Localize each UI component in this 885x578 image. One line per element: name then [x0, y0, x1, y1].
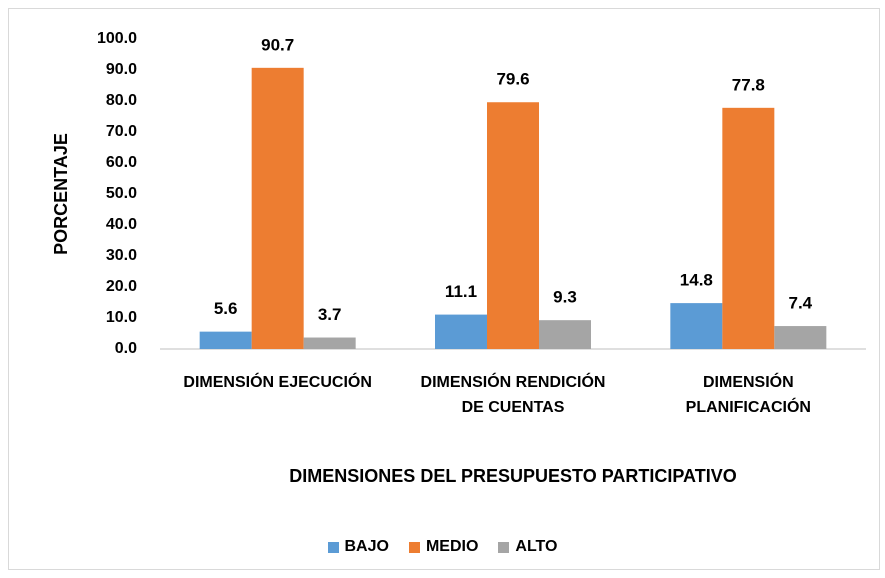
bar	[199, 331, 252, 349]
legend-swatch	[408, 541, 420, 553]
x-tick-label: DIMENSIÓN PLANIFICACIÓN	[685, 374, 811, 416]
x-tick-label: DIMENSIÓN EJECUCIÓN	[183, 374, 372, 391]
value-label: 7.4	[789, 294, 813, 313]
legend-label: MEDIO	[425, 538, 479, 555]
bar	[435, 314, 487, 349]
y-tick-label: 50.0	[106, 185, 137, 202]
legend-label: ALTO	[515, 538, 558, 555]
value-label: 3.7	[318, 305, 342, 324]
bar	[722, 107, 775, 349]
y-tick-label: 70.0	[106, 123, 137, 140]
y-tick-label: 90.0	[106, 61, 137, 78]
x-axis-title: DIMENSIONES DEL PRESUPUESTO PARTICIPATIV…	[289, 466, 736, 486]
y-tick-label: 20.0	[106, 278, 137, 295]
bar	[251, 67, 304, 349]
legend-label: BAJO	[344, 538, 389, 555]
bar	[303, 337, 356, 349]
bar	[774, 326, 827, 349]
y-tick-label: 30.0	[106, 247, 137, 264]
legend-swatch	[327, 541, 339, 553]
legend-item: BAJO	[327, 538, 389, 556]
bar	[539, 320, 591, 349]
legend-item: MEDIO	[408, 538, 479, 556]
value-label: 14.8	[680, 271, 713, 290]
legend: BAJO MEDIO ALTO	[0, 538, 885, 556]
value-label: 11.1	[445, 282, 477, 301]
y-tick-label: 40.0	[106, 216, 137, 233]
y-tick-label: 80.0	[106, 92, 137, 109]
legend-item: ALTO	[498, 538, 557, 556]
bar	[670, 303, 723, 349]
value-label: 90.7	[261, 35, 294, 54]
bar	[487, 102, 539, 350]
y-tick-label: 100.0	[97, 30, 137, 47]
y-tick-label: 10.0	[106, 309, 137, 326]
value-label: 77.8	[732, 75, 765, 94]
value-label: 9.3	[553, 288, 577, 307]
value-label: 79.6	[496, 70, 529, 89]
y-tick-label: 60.0	[106, 154, 137, 171]
value-label: 5.6	[214, 299, 238, 318]
legend-swatch	[498, 541, 510, 553]
y-tick-label: 0.0	[115, 340, 137, 357]
x-tick-label: DIMENSIÓN RENDICIÓN DE CUENTAS	[420, 374, 606, 416]
y-axis-title: PORCENTAJE	[51, 133, 71, 255]
